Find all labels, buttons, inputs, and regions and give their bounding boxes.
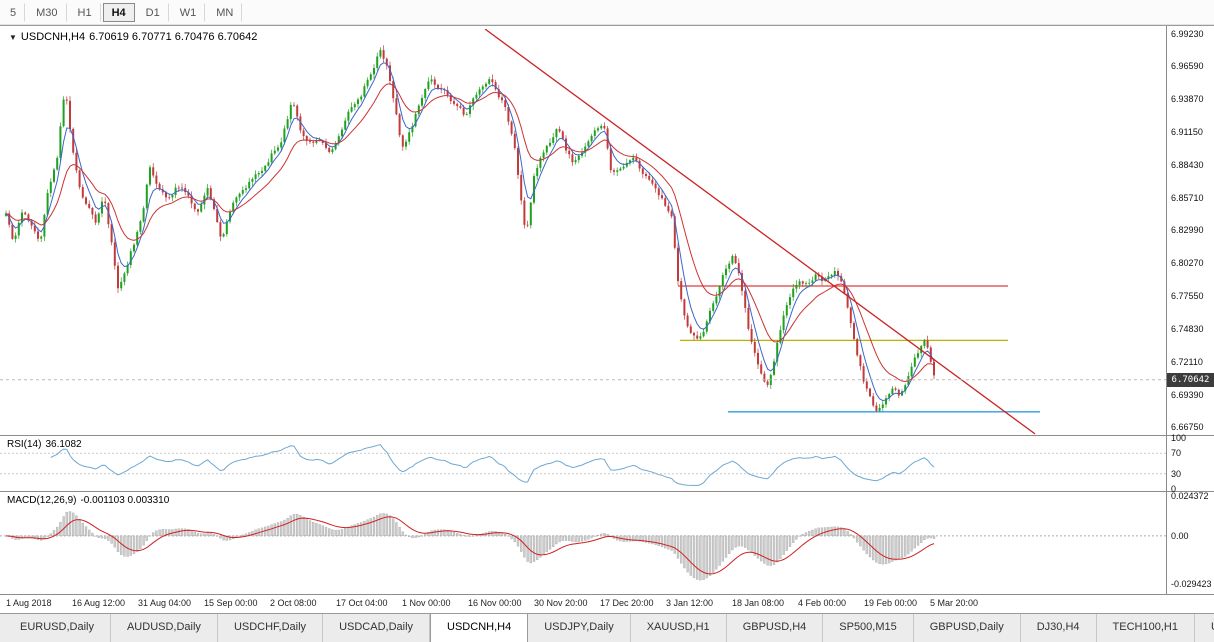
macd-axis-label: 0.00 bbox=[1171, 531, 1189, 541]
time-axis-line bbox=[0, 594, 1214, 595]
time-axis-label: 16 Aug 12:00 bbox=[72, 598, 126, 608]
chart-tab-xauusd-h1[interactable]: XAUUSD,H1 bbox=[631, 614, 727, 642]
timeframe-button-h1[interactable]: H1 bbox=[69, 2, 101, 22]
time-axis-label: 1 Aug 2018 bbox=[6, 598, 52, 608]
price-axis-label: 6.80270 bbox=[1171, 258, 1204, 268]
macd-panel-divider[interactable] bbox=[0, 491, 1214, 492]
price-axis-label: 6.96590 bbox=[1171, 61, 1204, 71]
macd-values: -0.001103 0.003310 bbox=[80, 495, 170, 506]
chart-tab-sp500-m15[interactable]: SP500,M15 bbox=[823, 614, 914, 642]
chart-tab-dj30-h4[interactable]: DJ30,H4 bbox=[1021, 614, 1097, 642]
timeframe-button-w1[interactable]: W1 bbox=[171, 2, 206, 22]
main-chart-canvas[interactable] bbox=[0, 29, 1166, 435]
time-axis-label: 17 Oct 04:00 bbox=[336, 598, 388, 608]
macd-indicator-label: MACD(12,26,9) -0.001103 0.003310 bbox=[7, 495, 173, 506]
chart-tab-gbpusd-h4[interactable]: GBPUSD,H4 bbox=[727, 614, 824, 642]
chart-symbol-label: USDCNH,H4 bbox=[20, 31, 86, 43]
price-axis-label: 6.85710 bbox=[1171, 193, 1204, 203]
chart-window: ▼ USDCNH,H4 6.70619 6.70771 6.70476 6.7064… bbox=[0, 25, 1214, 613]
price-axis-label: 6.77550 bbox=[1171, 291, 1204, 301]
time-axis-label: 3 Jan 12:00 bbox=[666, 598, 714, 608]
timeframe-button-h4[interactable]: H4 bbox=[102, 2, 135, 22]
macd-axis-label: -0.029423 bbox=[1171, 579, 1212, 589]
timeframe-button-d1[interactable]: D1 bbox=[137, 2, 169, 22]
chart-tab-usdjpy-daily[interactable]: USDJPY,Daily bbox=[528, 614, 631, 642]
macd-axis-label: 0.024372 bbox=[1171, 491, 1209, 501]
chart-tab-tech100-h1[interactable]: TECH100,H1 bbox=[1097, 614, 1195, 642]
price-axis-label: 6.66750 bbox=[1171, 422, 1204, 432]
timeframe-button-mn[interactable]: MN bbox=[207, 2, 243, 22]
chart-tab-usdcad-daily[interactable]: USDCAD,Daily bbox=[323, 614, 431, 642]
chart-tab-eurusd-daily[interactable]: EURUSD,Daily bbox=[4, 614, 111, 642]
macd-panel-canvas[interactable] bbox=[0, 492, 1166, 593]
rsi-name: RSI(14) bbox=[7, 439, 42, 450]
chart-ohlc-values: 6.70619 6.70771 6.70476 6.70642 bbox=[89, 31, 258, 43]
timeframe-toolbar: 5 M30 H1 H4 D1 W1 MN bbox=[0, 0, 1214, 25]
time-axis[interactable]: 1 Aug 2018 16 Aug 12:00 31 Aug 04:00 15 Sep… bbox=[0, 598, 1166, 614]
price-axis-label: 6.91150 bbox=[1171, 127, 1203, 137]
rsi-panel-canvas[interactable] bbox=[0, 436, 1166, 491]
timeframe-button-m30[interactable]: M30 bbox=[27, 2, 67, 22]
price-axis-label: 6.72110 bbox=[1171, 357, 1203, 367]
price-axis-label: 6.88430 bbox=[1171, 160, 1204, 170]
price-axis-label: 6.69390 bbox=[1171, 390, 1204, 400]
time-axis-label: 15 Sep 00:00 bbox=[204, 598, 258, 608]
chart-tab-audusd-daily[interactable]: AUDUSD,Daily bbox=[111, 614, 218, 642]
chart-tab-ukc[interactable]: UKC bbox=[1195, 614, 1214, 642]
chart-tabbar: EURUSD,Daily AUDUSD,Daily USDCHF,Daily USDC… bbox=[0, 613, 1214, 642]
chart-tab-gbpusd-daily[interactable]: GBPUSD,Daily bbox=[914, 614, 1021, 642]
chart-tab-usdcnh-h4[interactable]: USDCNH,H4 bbox=[430, 614, 529, 642]
time-axis-label: 19 Feb 00:00 bbox=[864, 598, 918, 608]
macd-name: MACD(12,26,9) bbox=[7, 495, 77, 506]
price-axis[interactable]: 6.99230 6.96590 6.93870 6.91150 6.88430 6.857… bbox=[1167, 26, 1214, 594]
rsi-axis-label: 0 bbox=[1171, 484, 1177, 494]
time-axis-label: 30 Nov 20:00 bbox=[534, 598, 588, 608]
rsi-panel-divider[interactable] bbox=[0, 435, 1214, 436]
rsi-axis-label: 70 bbox=[1171, 448, 1182, 458]
time-axis-label: 4 Feb 00:00 bbox=[798, 598, 847, 608]
time-axis-label: 2 Oct 08:00 bbox=[270, 598, 317, 608]
rsi-axis-label: 30 bbox=[1171, 469, 1182, 479]
price-axis-line bbox=[1166, 26, 1167, 594]
chart-tab-usdchf-daily[interactable]: USDCHF,Daily bbox=[218, 614, 324, 642]
rsi-axis-label: 100 bbox=[1171, 433, 1187, 443]
price-axis-label: 6.82990 bbox=[1171, 225, 1204, 235]
time-axis-label: 5 Mar 20:00 bbox=[930, 598, 979, 608]
price-axis-label: 6.99230 bbox=[1171, 29, 1204, 39]
collapse-icon[interactable]: ▼ bbox=[9, 33, 17, 42]
time-axis-label: 16 Nov 00:00 bbox=[468, 598, 522, 608]
rsi-value: 36.1082 bbox=[45, 439, 82, 450]
chart-title: ▼ USDCNH,H4 6.70619 6.70771 6.70476 6.7064… bbox=[7, 31, 264, 43]
timeframe-button-5[interactable]: 5 bbox=[1, 2, 26, 22]
time-axis-label: 18 Jan 08:00 bbox=[732, 598, 785, 608]
price-axis-label: 6.74830 bbox=[1171, 324, 1204, 334]
rsi-indicator-label: RSI(14) 36.1082 bbox=[7, 439, 86, 450]
price-axis-label: 6.93870 bbox=[1171, 94, 1204, 104]
time-axis-label: 17 Dec 20:00 bbox=[600, 598, 654, 608]
time-axis-label: 1 Nov 00:00 bbox=[402, 598, 451, 608]
current-price-badge: 6.70642 bbox=[1167, 373, 1214, 387]
time-axis-label: 31 Aug 04:00 bbox=[138, 598, 192, 608]
